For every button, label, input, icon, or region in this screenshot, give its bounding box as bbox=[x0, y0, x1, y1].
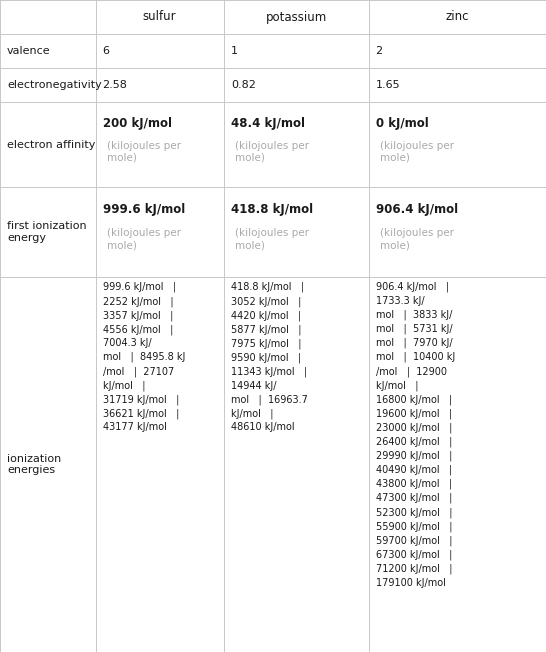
Text: 2: 2 bbox=[376, 46, 383, 56]
Text: 906.4 kJ/mol: 906.4 kJ/mol bbox=[376, 203, 458, 216]
Text: 2.58: 2.58 bbox=[103, 80, 127, 90]
Text: (kilojoules per
mole): (kilojoules per mole) bbox=[106, 141, 181, 163]
Text: 48.4 kJ/mol: 48.4 kJ/mol bbox=[231, 117, 305, 130]
Text: (kilojoules per
mole): (kilojoules per mole) bbox=[235, 228, 309, 250]
Text: zinc: zinc bbox=[446, 10, 469, 23]
Text: ionization
energies: ionization energies bbox=[7, 454, 61, 475]
Text: 418.8 kJ/mol   |
3052 kJ/mol   |
4420 kJ/mol   |
5877 kJ/mol   |
7975 kJ/mol   |: 418.8 kJ/mol | 3052 kJ/mol | 4420 kJ/mol… bbox=[231, 282, 308, 432]
Text: first ionization
energy: first ionization energy bbox=[7, 221, 87, 243]
Text: 0 kJ/mol: 0 kJ/mol bbox=[376, 117, 428, 130]
Text: 999.6 kJ/mol   |
2252 kJ/mol   |
3357 kJ/mol   |
4556 kJ/mol   |
7004.3 kJ/
mol : 999.6 kJ/mol | 2252 kJ/mol | 3357 kJ/mol… bbox=[103, 282, 185, 432]
Text: 999.6 kJ/mol: 999.6 kJ/mol bbox=[103, 203, 185, 216]
Text: 1.65: 1.65 bbox=[376, 80, 400, 90]
Text: sulfur: sulfur bbox=[143, 10, 176, 23]
Text: 200 kJ/mol: 200 kJ/mol bbox=[103, 117, 171, 130]
Text: 1: 1 bbox=[231, 46, 238, 56]
Text: 0.82: 0.82 bbox=[231, 80, 256, 90]
Text: valence: valence bbox=[7, 46, 51, 56]
Text: electronegativity: electronegativity bbox=[7, 80, 102, 90]
Text: electron affinity: electron affinity bbox=[7, 140, 96, 149]
Text: potassium: potassium bbox=[265, 10, 327, 23]
Text: (kilojoules per
mole): (kilojoules per mole) bbox=[106, 228, 181, 250]
Text: 418.8 kJ/mol: 418.8 kJ/mol bbox=[231, 203, 313, 216]
Text: (kilojoules per
mole): (kilojoules per mole) bbox=[379, 228, 454, 250]
Text: 906.4 kJ/mol   |
1733.3 kJ/
mol   |  3833 kJ/
mol   |  5731 kJ/
mol   |  7970 kJ: 906.4 kJ/mol | 1733.3 kJ/ mol | 3833 kJ/… bbox=[376, 282, 455, 587]
Text: 6: 6 bbox=[103, 46, 110, 56]
Text: (kilojoules per
mole): (kilojoules per mole) bbox=[379, 141, 454, 163]
Text: (kilojoules per
mole): (kilojoules per mole) bbox=[235, 141, 309, 163]
